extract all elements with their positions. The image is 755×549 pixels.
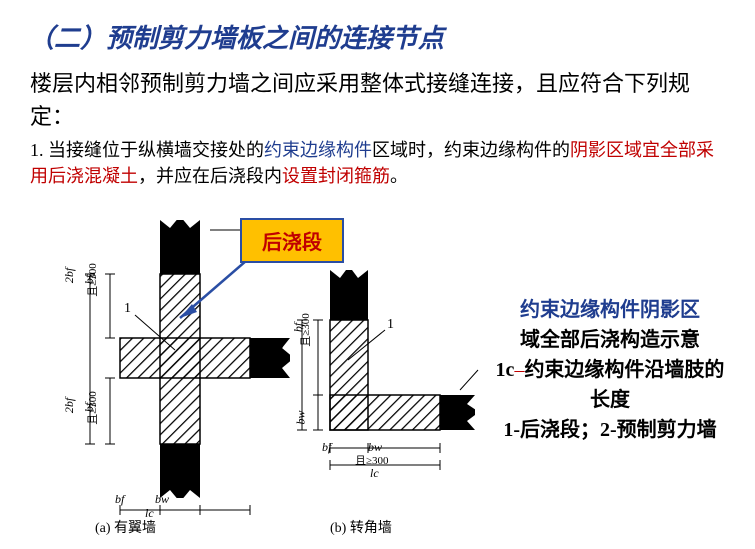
caption-line2: 域全部后浇构造示意: [520, 329, 700, 351]
dim-bw-b1: bw: [294, 410, 309, 424]
rule-text-3: 区域时，约束边缘构件的: [372, 140, 570, 160]
rule-text-6: 设置封闭箍筋: [282, 166, 390, 186]
svg-text:1: 1: [124, 301, 131, 316]
caption-dash: –: [514, 359, 524, 381]
dim-lc-b: lc: [370, 466, 379, 481]
rule-text-7: 。: [390, 166, 408, 186]
rule-1: 1. 当接缝位于纵横墙交接处的约束边缘构件区域时，约束边缘构件的阴影区域宜全部采…: [0, 133, 755, 189]
caption-line3b: 约束边缘构件沿墙肢的长度: [524, 359, 724, 411]
dim-bf-a2: bf: [82, 403, 97, 412]
caption-line3a: 1c: [496, 359, 515, 381]
dim-bf-b1: bf: [291, 323, 306, 332]
dim-bw-bottom-a: bw: [155, 492, 169, 507]
subcaption-b: (b) 转角墙: [330, 517, 392, 537]
rule-text-5: ，并应在后浇段内: [138, 166, 282, 186]
subcaption-a: (a) 有翼墙: [95, 517, 156, 537]
figure-caption: 约束边缘构件阴影区 域全部后浇构造示意 1c–约束边缘构件沿墙肢的长度 1-后浇…: [490, 295, 730, 445]
dim-2bf-top: 2bf: [62, 268, 77, 283]
dim-2bf-bot: 2bf: [62, 398, 77, 413]
rule-text-1: 1. 当接缝位于纵横墙交接处的: [30, 140, 264, 160]
intro-text: 楼层内相邻预制剪力墙之间应采用整体式接缝连接，且应符合下列规定：: [0, 55, 755, 133]
section-title: （二）预制剪力墙板之间的连接节点: [0, 0, 755, 55]
dim-bf-bottom-a: bf: [115, 492, 124, 507]
rule-text-2: 约束边缘构件: [264, 140, 372, 160]
callout-label: 后浇段: [240, 218, 344, 263]
callout-arrow-icon: [172, 252, 262, 332]
svg-text:1: 1: [387, 317, 394, 332]
caption-line4: 1-后浇段；2-预制剪力墙: [503, 419, 716, 441]
dim-bf-bottom-b: bf: [322, 440, 331, 455]
caption-heading: 约束边缘构件阴影区: [520, 299, 700, 321]
dim-bf-a1: bf: [82, 275, 97, 284]
dim-lc-b-left: lc: [272, 343, 287, 352]
